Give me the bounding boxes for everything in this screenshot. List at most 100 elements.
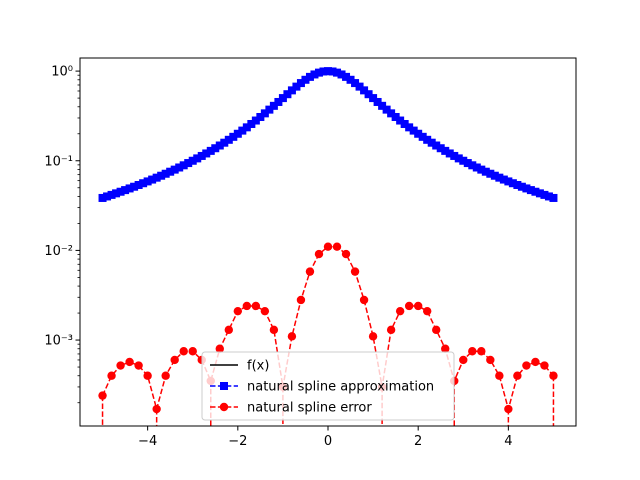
series-point bbox=[229, 132, 238, 141]
series-point bbox=[152, 404, 161, 414]
series-point bbox=[224, 135, 233, 144]
series-point bbox=[328, 67, 337, 76]
series-point bbox=[251, 116, 260, 125]
y-tick-label: 10⁻¹ bbox=[44, 154, 73, 169]
series-point bbox=[396, 116, 405, 125]
legend: f(x) natural spline approximation natural … bbox=[201, 351, 455, 421]
series-point bbox=[423, 135, 432, 144]
plot-clip-group bbox=[98, 67, 558, 426]
series-point bbox=[112, 189, 121, 198]
series-point bbox=[274, 97, 283, 106]
series-point bbox=[256, 112, 265, 121]
series-point bbox=[179, 347, 188, 356]
series-point bbox=[278, 94, 287, 103]
y-tick-label: 10⁻³ bbox=[44, 334, 73, 349]
series-point bbox=[134, 361, 143, 370]
series-point bbox=[382, 105, 391, 114]
series-point bbox=[423, 306, 432, 316]
series-point bbox=[477, 165, 486, 174]
series-point bbox=[152, 173, 161, 182]
series-point bbox=[450, 151, 459, 160]
series-point bbox=[287, 332, 297, 341]
series-point bbox=[116, 187, 125, 196]
series-point bbox=[130, 182, 139, 191]
series-point bbox=[296, 79, 305, 88]
y-tick-label: 10⁻² bbox=[44, 244, 73, 259]
series-point bbox=[220, 138, 229, 147]
legend-box bbox=[201, 351, 455, 421]
legend-marker bbox=[220, 382, 228, 390]
series-point bbox=[526, 186, 535, 195]
series-point bbox=[197, 151, 206, 160]
series-point bbox=[332, 242, 342, 251]
series-point bbox=[391, 112, 400, 121]
series-point bbox=[143, 177, 152, 186]
series-line-0 bbox=[102, 70, 554, 199]
series-point bbox=[188, 156, 197, 165]
series-point bbox=[544, 192, 553, 201]
series-point bbox=[143, 371, 152, 380]
series-point bbox=[459, 156, 468, 165]
x-tick-label: 4 bbox=[504, 434, 512, 449]
series-point bbox=[486, 355, 495, 365]
series-point bbox=[418, 132, 427, 141]
series-point bbox=[432, 325, 441, 335]
series-point bbox=[215, 344, 224, 353]
x-tick-label: −2 bbox=[228, 434, 247, 449]
series-point bbox=[287, 86, 296, 95]
series-point bbox=[292, 82, 301, 91]
series-point bbox=[179, 161, 188, 170]
series-point bbox=[103, 192, 112, 201]
series-point bbox=[441, 146, 450, 155]
legend-label: natural spline error bbox=[247, 401, 372, 416]
series-point bbox=[233, 129, 242, 138]
series-point bbox=[404, 301, 414, 311]
series-point bbox=[378, 101, 387, 110]
series-point bbox=[351, 79, 360, 88]
legend-label: natural spline approximation bbox=[247, 380, 434, 395]
series-point bbox=[193, 154, 202, 163]
series-point bbox=[549, 371, 558, 380]
series-point bbox=[364, 90, 373, 99]
series-point bbox=[535, 189, 544, 198]
series-point bbox=[139, 179, 148, 188]
series-1 bbox=[98, 67, 558, 202]
y-tick-label: 10⁰ bbox=[51, 65, 73, 80]
series-point bbox=[468, 161, 477, 170]
series-point bbox=[427, 138, 436, 147]
series-point bbox=[346, 75, 355, 84]
series-point bbox=[486, 169, 495, 178]
series-point bbox=[202, 149, 211, 158]
series-point bbox=[459, 355, 468, 365]
series-point bbox=[125, 184, 134, 193]
series-point bbox=[269, 325, 279, 335]
series-point bbox=[522, 184, 531, 193]
series-point bbox=[342, 72, 351, 81]
series-point bbox=[350, 267, 360, 276]
series-point bbox=[242, 123, 251, 132]
x-tick-label: 2 bbox=[414, 434, 422, 449]
series-point bbox=[405, 123, 414, 132]
series-point bbox=[242, 301, 252, 311]
series-point bbox=[170, 165, 179, 174]
series-point bbox=[499, 175, 508, 184]
series-point bbox=[175, 163, 184, 172]
series-point bbox=[161, 169, 170, 178]
series-0 bbox=[102, 70, 554, 199]
legend-marker bbox=[219, 402, 229, 412]
series-point bbox=[395, 306, 405, 316]
series-point bbox=[98, 193, 107, 202]
series-point bbox=[305, 72, 314, 81]
series-point bbox=[125, 357, 134, 367]
series-point bbox=[549, 193, 558, 202]
series-point bbox=[337, 70, 346, 79]
series-point bbox=[504, 404, 513, 414]
series-point bbox=[373, 97, 382, 106]
legend-label: f(x) bbox=[247, 359, 269, 374]
series-point bbox=[508, 179, 517, 188]
series-point bbox=[522, 361, 531, 370]
series-point bbox=[184, 159, 193, 168]
series-point bbox=[481, 167, 490, 176]
series-point bbox=[369, 94, 378, 103]
series-point bbox=[540, 361, 549, 370]
